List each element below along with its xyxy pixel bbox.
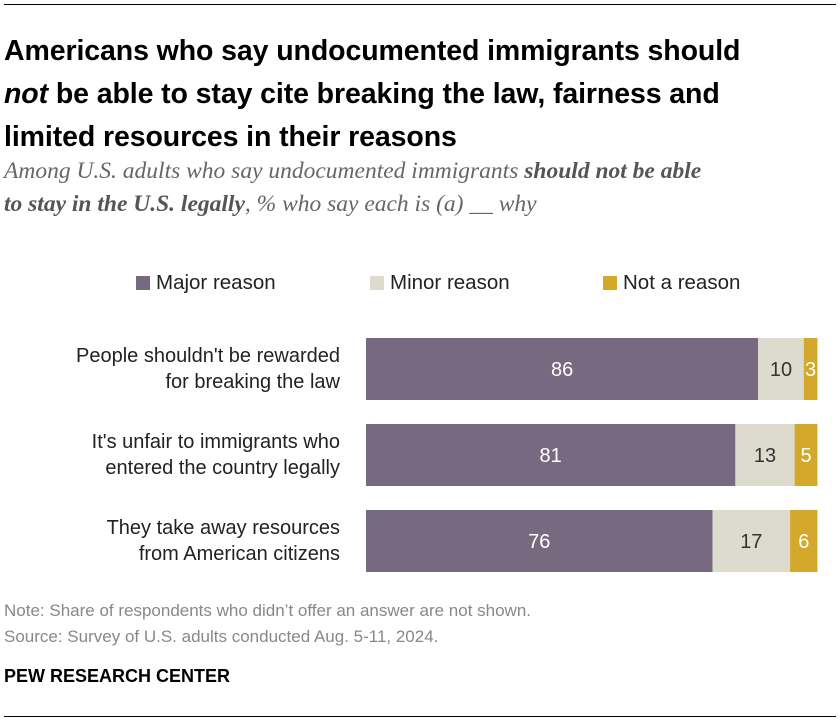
data-label-minor: 17 [740, 531, 762, 553]
legend-label-major: Major reason [156, 271, 276, 294]
legend-item-minor: Minor reason [370, 268, 510, 298]
subtitle-bold-2: to stay in the U.S. legally [4, 191, 245, 217]
bar-segment-minor [735, 424, 795, 486]
org-logo-text: PEW RESEARCH CENTER [4, 666, 231, 686]
category-label-line: People shouldn't be rewarded [76, 345, 340, 367]
legend-label-minor: Minor reason [390, 271, 510, 294]
data-label-not: 5 [800, 445, 811, 467]
data-label-major: 81 [540, 445, 562, 467]
legend-swatch-minor [370, 276, 384, 290]
bar-segment-not [794, 424, 818, 486]
stacked-bar-chart: People shouldn't be rewarded for breaking… [76, 338, 818, 572]
bar-segment-not [790, 510, 818, 572]
subtitle-line-2: to stay in the U.S. legally, % who say e… [4, 188, 836, 221]
category-label-line: entered the country legally [105, 457, 340, 479]
legend-swatch-not [603, 276, 617, 290]
chart-title: Americans who say undocumented immigrant… [4, 30, 836, 159]
subtitle-bold-1: should not be able [524, 158, 702, 184]
legend-item-not: Not a reason [603, 268, 740, 298]
bar-segment-major [366, 510, 713, 572]
category-label-line: They take away resources [107, 517, 340, 539]
top-rule [4, 4, 836, 5]
category-label-line: It's unfair to immigrants who [92, 431, 340, 453]
category-label-line: for breaking the law [165, 371, 340, 393]
data-label-major: 86 [551, 359, 573, 381]
title-line-3: limited resources in their reasons [4, 121, 457, 153]
legend-label-not: Not a reason [623, 271, 741, 294]
chart-legend: Major reason Minor reason Not a reason [0, 268, 840, 298]
subtitle-text-2: , % who say each is (a) __ why [244, 191, 537, 217]
bar-segment-minor [712, 510, 791, 572]
data-label-not: 6 [798, 531, 809, 553]
bottom-rule [4, 716, 836, 717]
subtitle-line-1: Among U.S. adults who say undocumented i… [4, 155, 836, 188]
subtitle-text-1: Among U.S. adults who say undocumented i… [4, 158, 525, 184]
bar-segment-major [366, 338, 759, 400]
bar-segment-minor [758, 338, 804, 400]
bar-segment-not [803, 338, 818, 400]
chart-source: Source: Survey of U.S. adults conducted … [4, 627, 439, 646]
category-label-line: from American citizens [139, 543, 340, 565]
chart-subtitle: Among U.S. adults who say undocumented i… [4, 155, 836, 221]
title-line-2: not be able to stay cite breaking the la… [4, 73, 836, 116]
bar-segment-major [366, 424, 736, 486]
chart-note: Note: Share of respondents who didn’t of… [4, 601, 532, 620]
legend-item-major: Major reason [136, 268, 276, 298]
title-emphasis: not [4, 78, 49, 110]
data-label-major: 76 [528, 531, 550, 553]
title-line-2-rest: be able to stay cite breaking the law, f… [48, 78, 720, 110]
data-label-minor: 13 [754, 445, 776, 467]
title-line-1: Americans who say undocumented immigrant… [4, 35, 741, 67]
data-label-not: 3 [805, 359, 816, 381]
data-label-minor: 10 [770, 359, 792, 381]
legend-swatch-major [136, 276, 150, 290]
